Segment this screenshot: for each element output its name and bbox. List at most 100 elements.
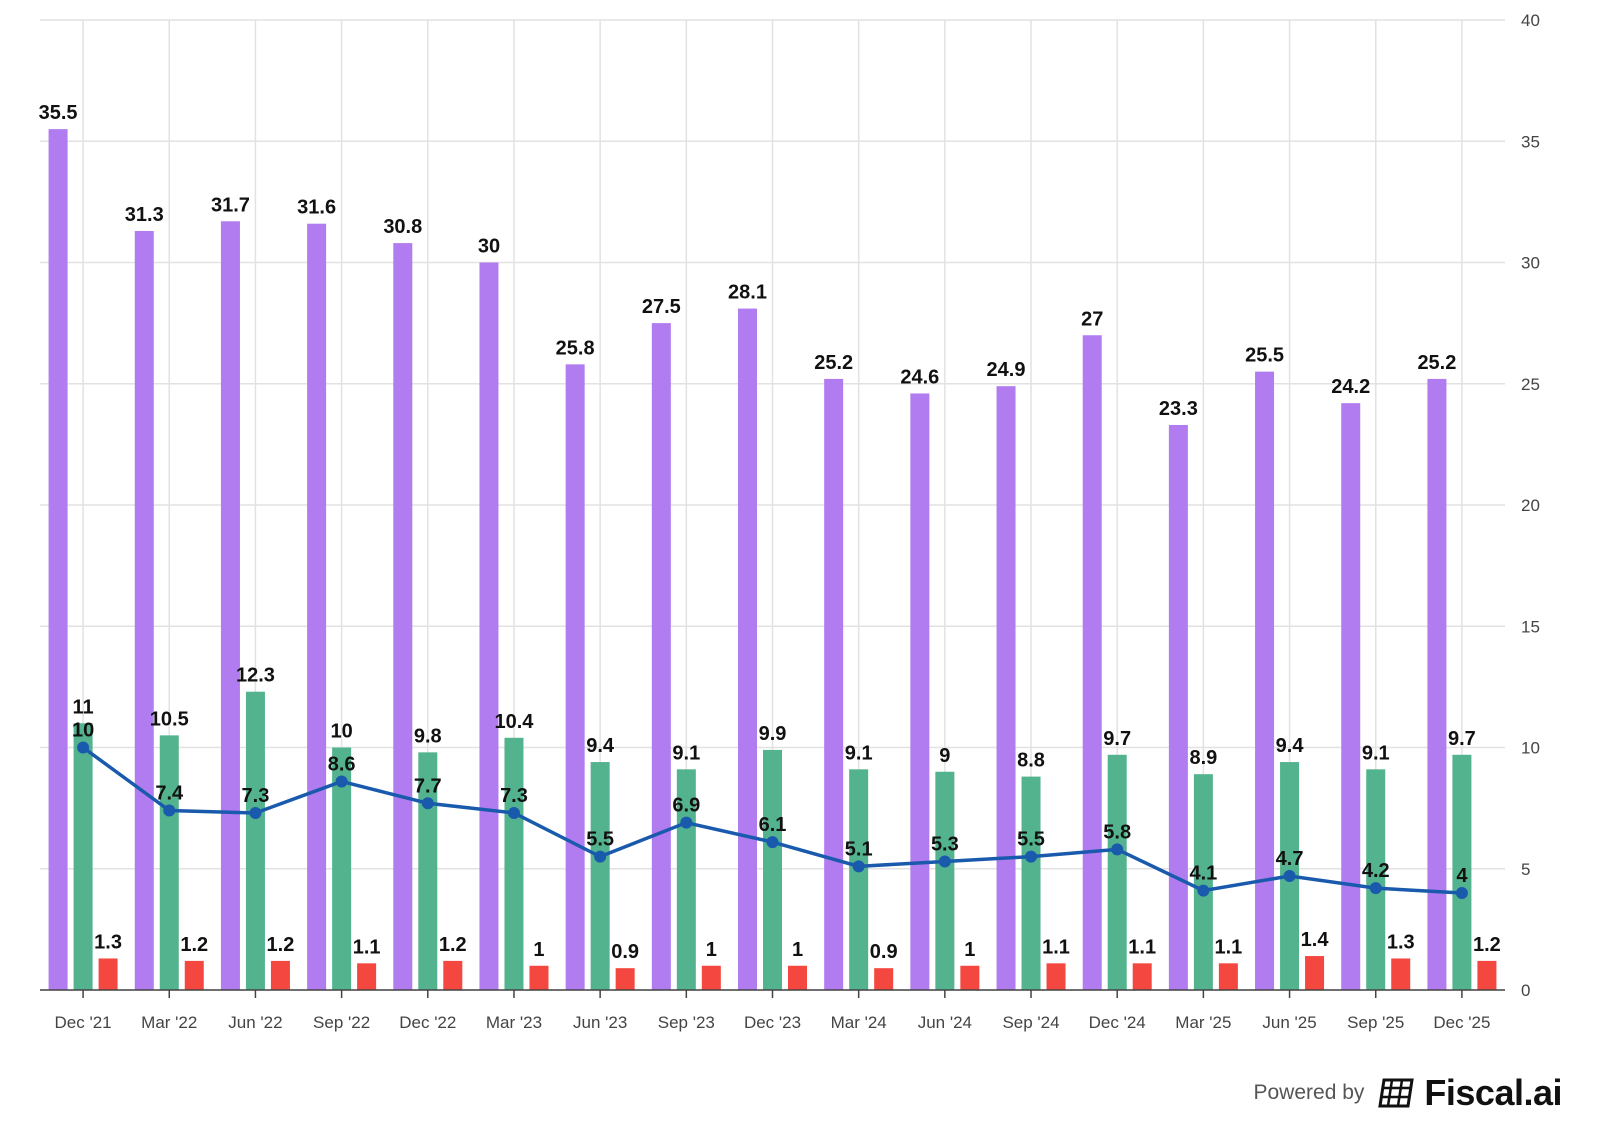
line-point [1283, 870, 1296, 883]
data-label: 8.8 [1017, 750, 1045, 772]
data-label: 1.4 [1301, 929, 1330, 951]
line-point [1025, 850, 1038, 863]
line-data-label: 6.9 [672, 795, 700, 817]
x-tick-label: Dec '21 [55, 1013, 112, 1032]
bar-series-a [307, 223, 327, 990]
x-tick-label: Mar '22 [141, 1013, 197, 1032]
x-tick-label: Dec '24 [1089, 1013, 1146, 1032]
bar-series-b [935, 771, 955, 990]
x-tick-label: Mar '23 [486, 1013, 542, 1032]
line-data-label: 5.3 [931, 833, 959, 855]
line-point [77, 741, 90, 754]
line-point [594, 850, 607, 863]
bar-series-c [615, 968, 635, 990]
x-tick-label: Dec '25 [1433, 1013, 1490, 1032]
line-data-label: 7.3 [500, 785, 528, 807]
data-label: 0.9 [611, 941, 639, 963]
bar-series-b [1366, 769, 1386, 990]
line-point [852, 860, 865, 873]
data-label: 1.3 [94, 931, 122, 953]
x-tick-label: Mar '25 [1175, 1013, 1231, 1032]
y-tick-label: 5 [1521, 860, 1530, 879]
bar-series-a [134, 230, 154, 991]
footer-attribution: Powered by Fiscal.ai [1254, 1072, 1563, 1114]
data-label: 8.9 [1189, 747, 1217, 769]
line-point [680, 816, 693, 829]
fiscal-logo-icon [1378, 1078, 1415, 1108]
bar-series-c [701, 965, 721, 990]
bar-series-c [529, 965, 549, 990]
data-label: 23.3 [1159, 398, 1198, 420]
x-tick-label: Sep '24 [1002, 1013, 1059, 1032]
data-label: 0.9 [870, 941, 898, 963]
line-data-label: 5.8 [1103, 821, 1131, 843]
bar-series-a [393, 243, 413, 991]
data-label: 35.5 [39, 102, 78, 124]
bar-series-a [479, 262, 499, 990]
data-label: 1.1 [353, 936, 381, 958]
bar-series-b [1107, 754, 1127, 990]
line-data-label: 4.7 [1276, 848, 1304, 870]
line-data-label: 4 [1456, 865, 1468, 887]
brand-name: Fiscal.ai [1424, 1072, 1562, 1113]
line-point [1197, 884, 1210, 897]
bar-series-c [960, 965, 980, 990]
line-point [421, 797, 434, 810]
line-point [249, 806, 262, 819]
bar-series-b [245, 691, 265, 990]
bar-series-a [220, 221, 240, 990]
data-label: 9.7 [1448, 728, 1476, 750]
bar-series-b [1193, 774, 1213, 990]
line-data-label: 5.5 [1017, 829, 1045, 851]
y-tick-label: 25 [1521, 375, 1540, 394]
y-tick-label: 10 [1521, 739, 1540, 758]
bar-series-b [1452, 754, 1472, 990]
data-label: 12.3 [236, 665, 275, 687]
bar-series-a [996, 386, 1016, 990]
data-label: 10 [330, 721, 352, 743]
powered-by-text: Powered by [1253, 1081, 1365, 1104]
bar-series-c [270, 960, 290, 990]
y-tick-label: 35 [1521, 132, 1540, 151]
data-label: 1.2 [1473, 934, 1501, 956]
data-label: 10.5 [150, 708, 189, 730]
bar-series-b [159, 735, 179, 990]
x-tick-label: Jun '23 [573, 1013, 627, 1032]
bar-series-c [1218, 963, 1238, 990]
data-label: 9.1 [845, 742, 873, 764]
data-label: 25.8 [556, 337, 595, 359]
data-label: 24.6 [900, 366, 939, 388]
line-data-label: 5.1 [845, 838, 873, 860]
bar-series-c [357, 963, 377, 990]
x-tick-label: Jun '22 [228, 1013, 282, 1032]
bar-series-a [1341, 403, 1361, 990]
data-label: 30.8 [383, 216, 422, 238]
bar-series-a [651, 323, 671, 990]
data-label: 10.4 [495, 711, 535, 733]
x-tick-label: Dec '23 [744, 1013, 801, 1032]
data-label: 25.5 [1245, 345, 1284, 367]
data-label: 1.3 [1387, 931, 1415, 953]
line-data-label: 8.6 [328, 753, 356, 775]
data-label: 25.2 [1417, 352, 1456, 374]
data-label: 24.9 [987, 359, 1026, 381]
x-tick-label: Sep '22 [313, 1013, 370, 1032]
line-point [335, 775, 348, 788]
line-point [1369, 882, 1382, 895]
bar-series-a [1168, 424, 1188, 991]
line-data-label: 10 [72, 720, 94, 742]
data-label: 9 [939, 745, 950, 767]
x-tick-label: Jun '25 [1262, 1013, 1316, 1032]
x-tick-label: Dec '22 [399, 1013, 456, 1032]
bar-series-c [788, 965, 807, 990]
bar-series-a [1255, 371, 1275, 990]
data-label: 25.2 [814, 352, 853, 374]
bar-series-b [332, 747, 352, 990]
y-tick-label: 15 [1521, 617, 1540, 636]
bar-series-a [910, 393, 930, 990]
data-label: 1.1 [1128, 936, 1156, 958]
bar-series-c [1046, 963, 1066, 990]
line-point [1455, 887, 1468, 899]
data-label: 1.1 [1214, 936, 1242, 958]
